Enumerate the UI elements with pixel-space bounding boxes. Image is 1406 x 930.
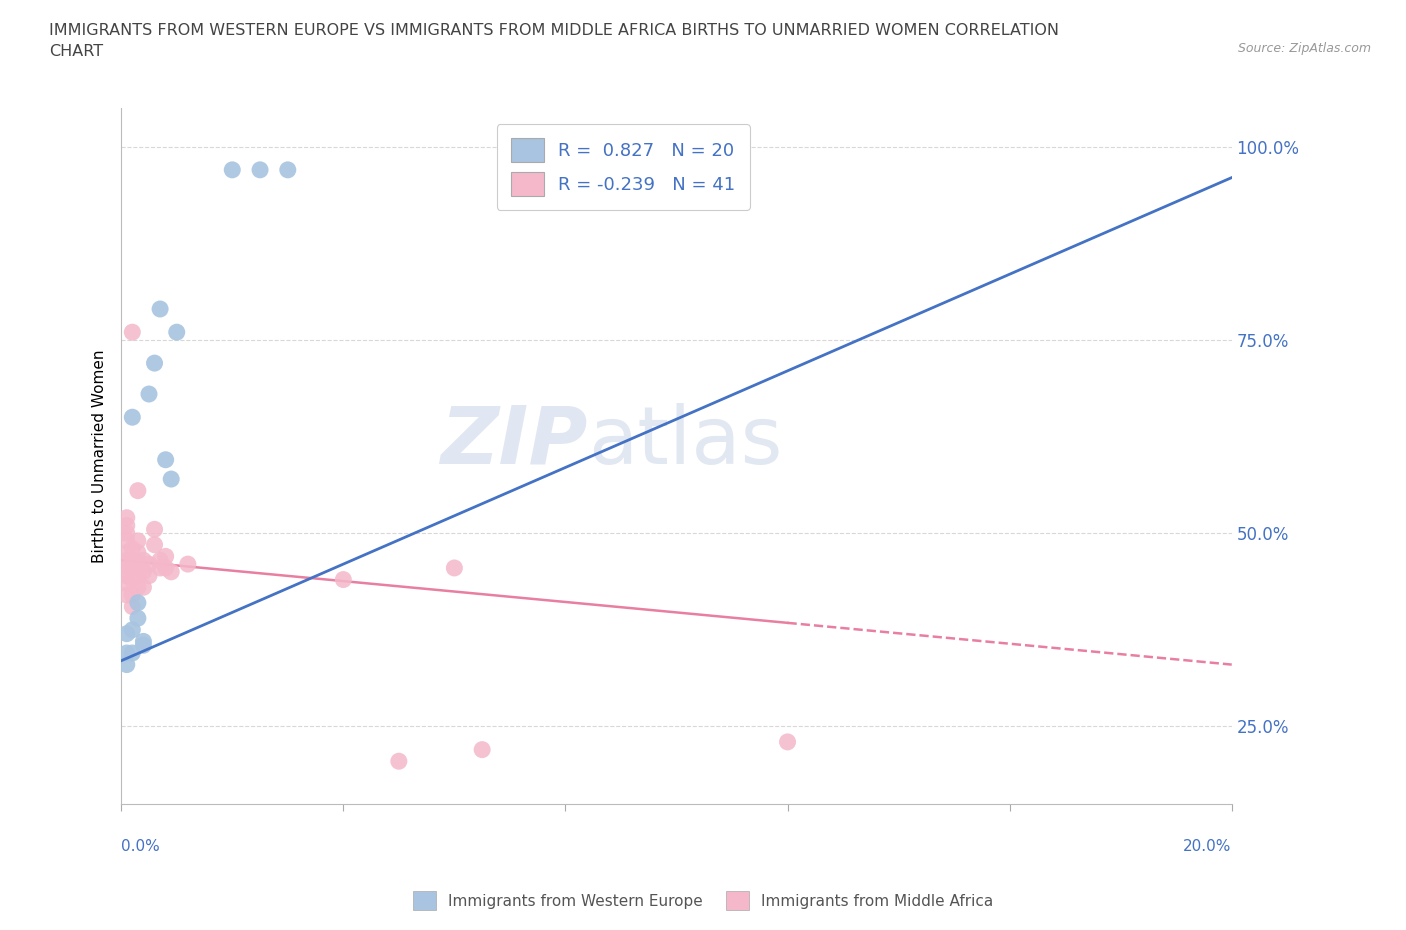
Point — [132, 634, 155, 649]
Point — [121, 541, 143, 556]
Point — [121, 599, 143, 614]
Point — [121, 588, 143, 603]
Point — [127, 611, 149, 626]
Point — [115, 576, 138, 591]
Point — [121, 410, 143, 425]
Point — [115, 518, 138, 533]
Text: IMMIGRANTS FROM WESTERN EUROPE VS IMMIGRANTS FROM MIDDLE AFRICA BIRTHS TO UNMARR: IMMIGRANTS FROM WESTERN EUROPE VS IMMIGR… — [49, 23, 1059, 60]
Point — [149, 552, 172, 567]
Point — [115, 545, 138, 560]
Point — [127, 595, 149, 610]
Point — [115, 626, 138, 641]
Point — [115, 561, 138, 576]
Point — [127, 545, 149, 560]
Point — [132, 565, 155, 579]
Point — [143, 355, 166, 370]
Point — [138, 568, 160, 583]
Point — [149, 301, 172, 316]
Point — [121, 645, 143, 660]
Point — [132, 552, 155, 567]
Point — [115, 645, 138, 660]
Legend: Immigrants from Western Europe, Immigrants from Middle Africa: Immigrants from Western Europe, Immigran… — [405, 884, 1001, 918]
Point — [132, 579, 155, 594]
Point — [115, 534, 138, 549]
Point — [332, 572, 354, 587]
Point — [388, 754, 411, 769]
Text: ZIP: ZIP — [440, 403, 588, 481]
Point — [115, 552, 138, 567]
Point — [115, 588, 138, 603]
Point — [721, 163, 744, 178]
Point — [143, 538, 166, 552]
Point — [127, 568, 149, 583]
Point — [132, 638, 155, 653]
Point — [115, 511, 138, 525]
Point — [138, 387, 160, 402]
Text: 20.0%: 20.0% — [1184, 839, 1232, 854]
Point — [776, 735, 799, 750]
Point — [121, 622, 143, 637]
Point — [127, 579, 149, 594]
Point — [121, 552, 143, 567]
Point — [155, 549, 177, 564]
Text: Source: ZipAtlas.com: Source: ZipAtlas.com — [1237, 42, 1371, 55]
Point — [115, 568, 138, 583]
Legend: R =  0.827   N = 20, R = -0.239   N = 41: R = 0.827 N = 20, R = -0.239 N = 41 — [496, 124, 749, 210]
Point — [149, 561, 172, 576]
Point — [155, 452, 177, 467]
Point — [177, 557, 200, 572]
Point — [471, 742, 494, 757]
Point — [121, 325, 143, 339]
Point — [121, 572, 143, 587]
Point — [277, 163, 299, 178]
Point — [115, 525, 138, 540]
Point — [249, 163, 271, 178]
Point — [155, 561, 177, 576]
Point — [221, 163, 243, 178]
Point — [121, 561, 143, 576]
Point — [127, 557, 149, 572]
Text: 0.0%: 0.0% — [121, 839, 160, 854]
Point — [138, 557, 160, 572]
Point — [160, 565, 183, 579]
Y-axis label: Births to Unmarried Women: Births to Unmarried Women — [93, 349, 107, 563]
Point — [160, 472, 183, 486]
Point — [166, 325, 188, 339]
Point — [443, 561, 465, 576]
Point — [115, 658, 138, 672]
Point — [143, 522, 166, 537]
Point — [127, 484, 149, 498]
Text: atlas: atlas — [588, 403, 782, 481]
Point — [127, 534, 149, 549]
